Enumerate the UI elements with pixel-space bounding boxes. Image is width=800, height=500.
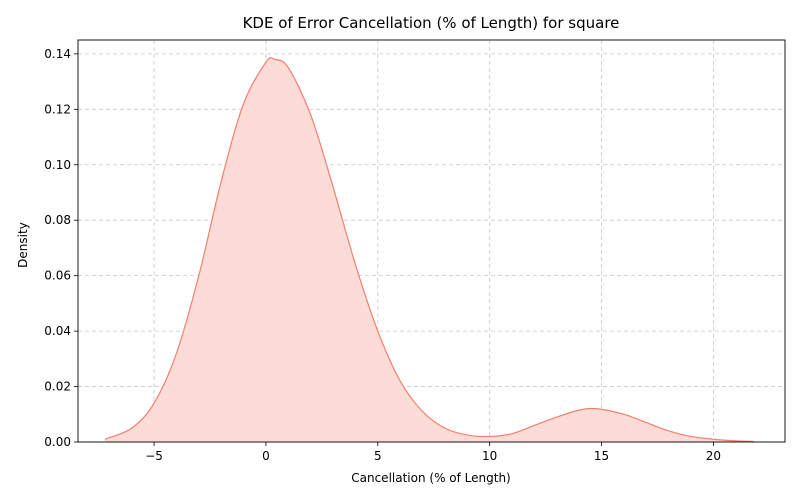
x-axis-label: Cancellation (% of Length)	[351, 471, 511, 485]
y-tick-label: 0.00	[44, 435, 71, 449]
plot-area	[104, 57, 754, 443]
y-tick-label: 0.02	[44, 380, 71, 394]
y-tick-label: 0.08	[44, 213, 71, 227]
y-tick-label: 0.12	[44, 102, 71, 116]
y-axis-label: Density	[16, 222, 30, 268]
y-tick-label: 0.04	[44, 324, 71, 338]
x-tick-label: 20	[706, 449, 721, 463]
kde-curve	[104, 57, 754, 443]
x-tick-label: 15	[594, 449, 609, 463]
x-tick-label: 10	[482, 449, 497, 463]
y-tick-label: 0.10	[44, 158, 71, 172]
chart-title: KDE of Error Cancellation (% of Length) …	[243, 14, 620, 32]
x-tick-label: 0	[262, 449, 270, 463]
axes: −5 0 5 10 15 20 0.00 0.02 0.04 0.06 0.08 0.10 0.12 0.…	[44, 39, 786, 463]
y-tick-label: 0.14	[44, 47, 71, 61]
plot-frame	[77, 39, 786, 443]
x-tick-label: 5	[374, 449, 382, 463]
y-tick-label: 0.06	[44, 269, 71, 283]
kde-area-fill	[104, 57, 754, 442]
x-tick-label: −5	[145, 449, 163, 463]
